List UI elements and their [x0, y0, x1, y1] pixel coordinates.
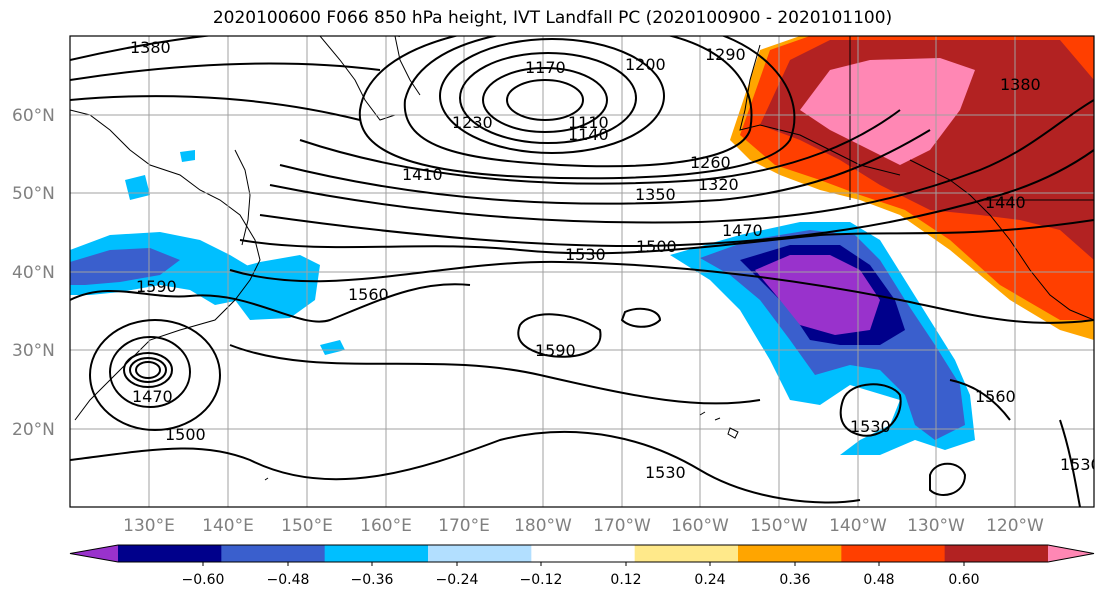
- contour-label: 1530: [565, 245, 606, 264]
- colorbar-tick-label: −0.12: [520, 572, 563, 588]
- colorbar-tick-label: 0.36: [779, 572, 810, 588]
- lon-label: 130°W: [907, 516, 965, 536]
- lat-label-60n: 60°N: [12, 106, 55, 126]
- contour-label: 1140: [568, 125, 609, 144]
- colorbar-segment: [738, 545, 842, 562]
- contour-label: 1530: [1060, 455, 1101, 474]
- colorbar-tick-label: 0.60: [948, 572, 979, 588]
- contour-label: 1470: [722, 221, 763, 240]
- contour-label: 1590: [136, 277, 177, 296]
- lon-label: 140°W: [829, 516, 887, 536]
- gridlines: [70, 36, 1094, 507]
- colorbar-segment: [428, 545, 532, 562]
- contour-label: 1470: [132, 387, 173, 406]
- map-title: 2020100600 F066 850 hPa height, IVT Land…: [212, 8, 893, 28]
- lon-label: 140°E: [202, 516, 254, 536]
- colorbar-segment: [531, 545, 636, 562]
- colorbar-tick-label: 0.12: [610, 572, 641, 588]
- lat-label-40n: 40°N: [12, 263, 55, 283]
- contour-label: 1260: [690, 153, 731, 172]
- positive-ivt-shading: [730, 36, 1094, 340]
- lat-label-50n: 50°N: [12, 184, 55, 204]
- contour-label: 1170: [525, 58, 566, 77]
- colorbar-tick-label: −0.60: [182, 572, 225, 588]
- height-contours: [70, 36, 1094, 507]
- colorbar-outline: [69, 544, 1095, 563]
- colorbar-segment: [1048, 545, 1094, 562]
- plot-area: 1380 1170 1200 1290 1380 1110 1140 1230 …: [70, 36, 1101, 507]
- contour-label: 1560: [348, 285, 389, 304]
- colorbar-tick-label: −0.48: [267, 572, 310, 588]
- colorbar-ticks: −0.60 −0.48 −0.36 −0.24 −0.12 0.12 0.24 …: [182, 562, 980, 588]
- colorbar-segment: [324, 545, 429, 562]
- colorbar-segment: [634, 545, 739, 562]
- negative-ivt-shading: [670, 222, 975, 455]
- contour-label: 1200: [625, 55, 666, 74]
- contour-label: 1560: [975, 387, 1016, 406]
- lon-label: 150°W: [750, 516, 808, 536]
- colorbar-segments: [69, 544, 1095, 563]
- contour-label: 1380: [1000, 75, 1041, 94]
- lon-label: 120°W: [986, 516, 1044, 536]
- lon-label: 160°W: [671, 516, 729, 536]
- contour-label: 1320: [698, 175, 739, 194]
- contour-label: 1110: [568, 113, 609, 132]
- contour-label: 1380: [130, 38, 171, 57]
- lat-label-20n: 20°N: [12, 420, 55, 440]
- colorbar-segment: [221, 545, 326, 562]
- contour-label: 1500: [636, 237, 677, 256]
- colorbar-segment: [944, 545, 1049, 562]
- west-pacific-shading: [70, 150, 345, 355]
- plot-frame: [69, 35, 1095, 508]
- contour-label: 1290: [705, 45, 746, 64]
- contour-label: 1410: [402, 165, 443, 184]
- contour-label: 1530: [850, 417, 891, 436]
- colorbar-tick-label: −0.36: [351, 572, 394, 588]
- colorbar-tick-label: 0.24: [694, 572, 725, 588]
- lon-label: 160°E: [360, 516, 412, 536]
- latitude-labels: 60°N 50°N 40°N 30°N 20°N: [12, 106, 55, 440]
- longitude-labels: 130°E 140°E 150°E 160°E 170°E 180°W 170°…: [123, 516, 1044, 536]
- contour-label: 1230: [452, 113, 493, 132]
- colorbar-segment: [118, 545, 222, 562]
- contour-label: 1530: [645, 463, 686, 482]
- islands: [264, 411, 739, 481]
- lon-label: 180°W: [514, 516, 572, 536]
- contour-labels: 1380 1170 1200 1290 1380 1110 1140 1230 …: [130, 38, 1101, 482]
- colorbar-tick-label: −0.24: [436, 572, 479, 588]
- contour-label: 1440: [985, 193, 1026, 212]
- colorbar-segment: [841, 545, 946, 562]
- colorbar-tick-label: 0.48: [863, 572, 894, 588]
- lon-label: 130°E: [123, 516, 175, 536]
- lon-label: 150°E: [281, 516, 333, 536]
- lon-label: 170°W: [593, 516, 651, 536]
- lon-label: 170°E: [438, 516, 490, 536]
- lat-label-30n: 30°N: [12, 341, 55, 361]
- coastlines: [70, 36, 1094, 421]
- colorbar: −0.60 −0.48 −0.36 −0.24 −0.12 0.12 0.24 …: [69, 544, 1095, 588]
- colorbar-segment: [70, 545, 118, 562]
- contour-label: 1590: [535, 341, 576, 360]
- contour-label: 1500: [165, 425, 206, 444]
- contour-label: 1350: [635, 185, 676, 204]
